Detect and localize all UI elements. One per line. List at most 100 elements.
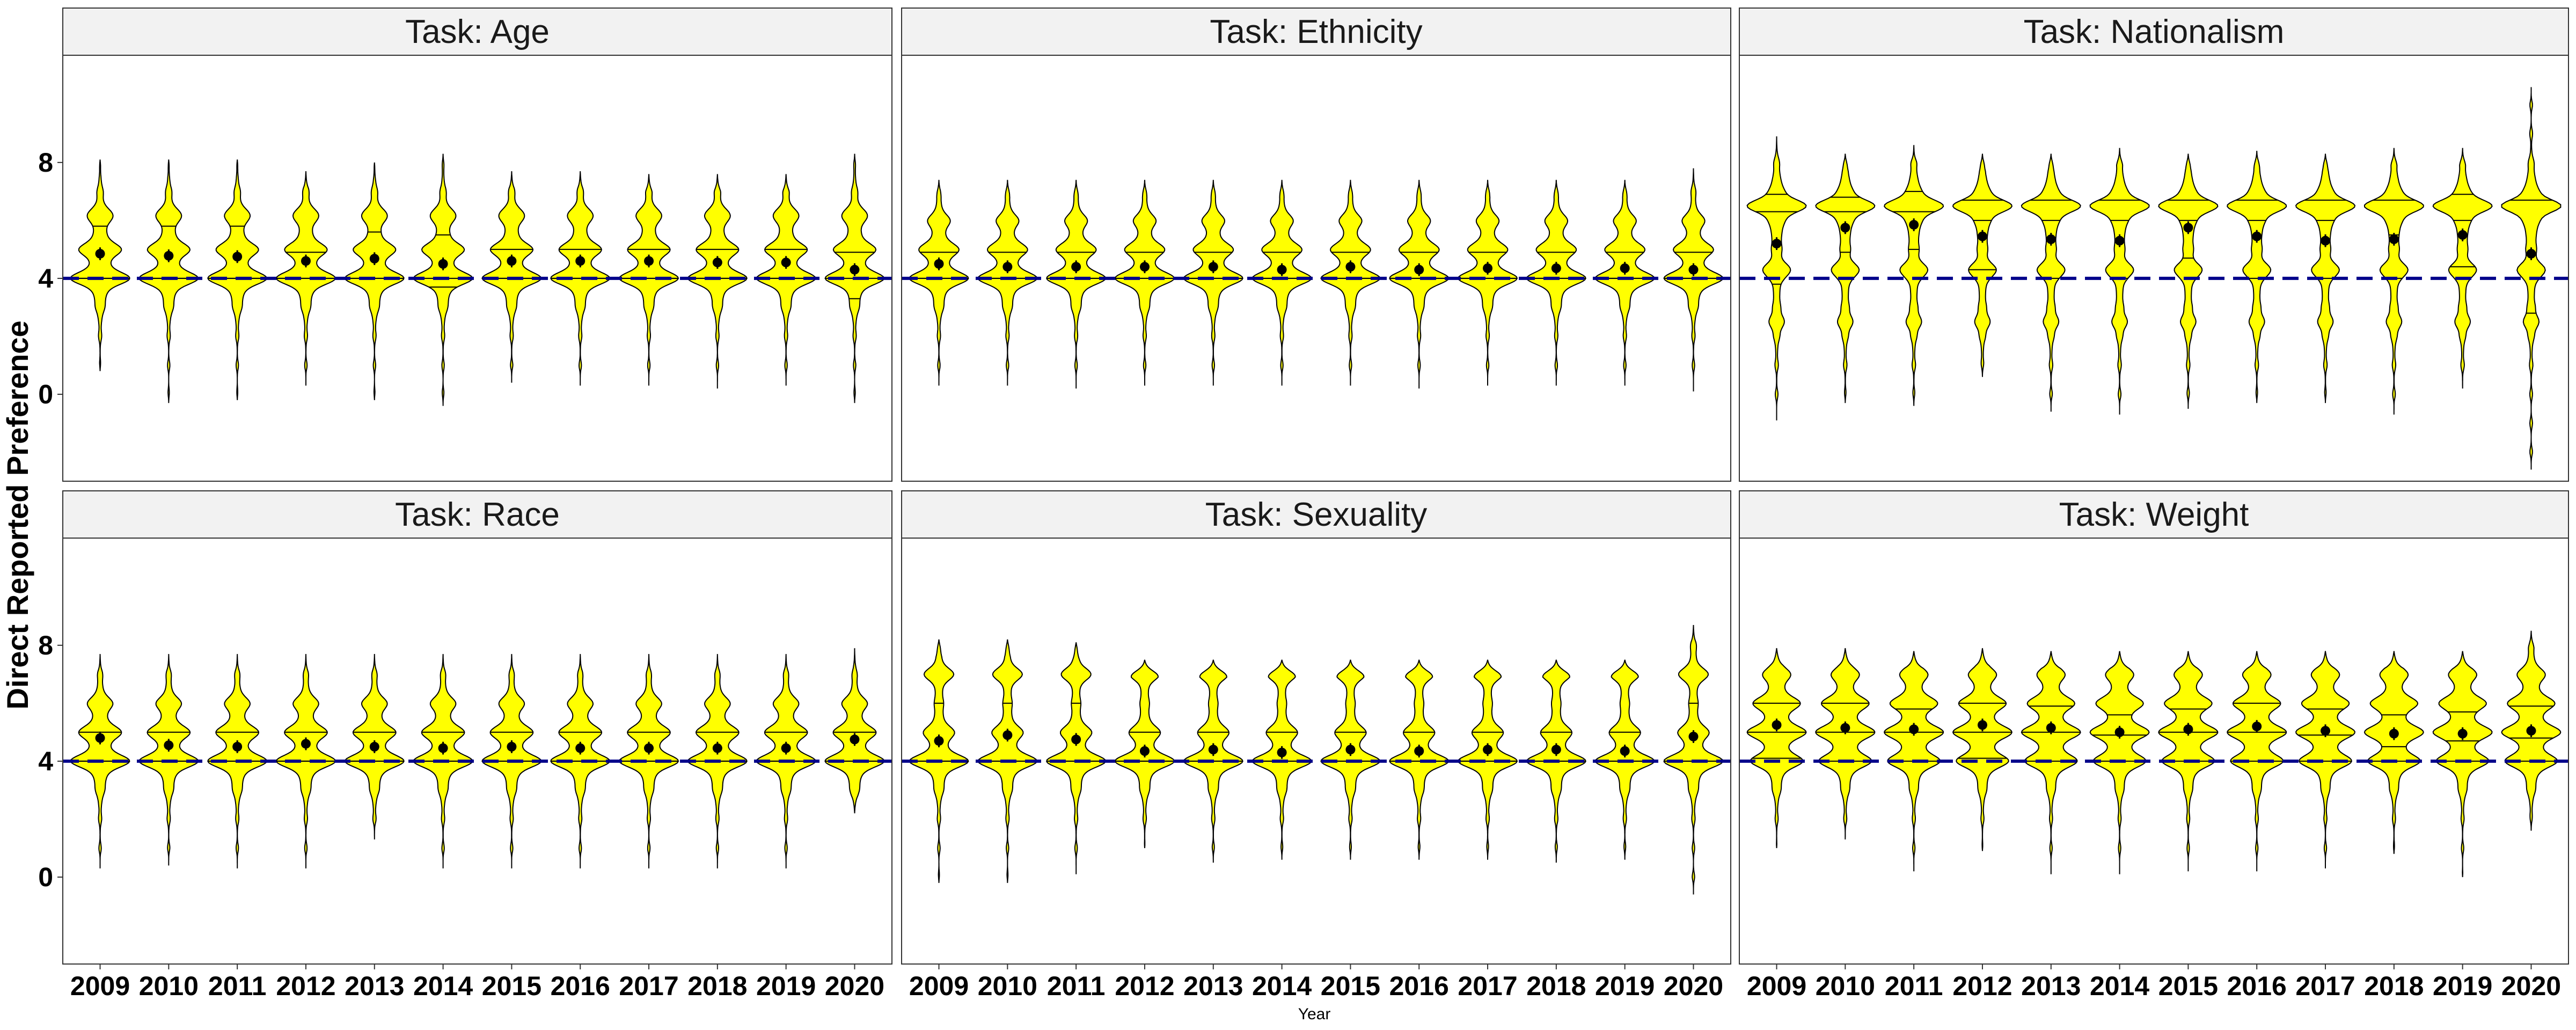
panel-background <box>63 538 892 964</box>
violin-body <box>1815 648 1876 840</box>
violin-2012 <box>275 654 336 869</box>
panel-2: Task: Nationalism <box>1739 8 2569 482</box>
x-tick-label: 2017 <box>2295 971 2355 1001</box>
y-axes-layer: 0 4 8 0 4 8 <box>38 148 63 892</box>
mean-point <box>644 743 654 753</box>
violin-2019 <box>2432 148 2493 389</box>
mean-point <box>1840 723 1850 733</box>
x-tick-label: 2009 <box>70 971 130 1001</box>
mean-point <box>712 258 722 268</box>
y-tick-label: 8 <box>38 148 53 178</box>
mean-point <box>934 259 944 269</box>
violin-2017 <box>619 654 679 869</box>
mean-point <box>2046 234 2056 244</box>
violin-body <box>1594 180 1655 386</box>
violin-2017 <box>2295 153 2356 403</box>
mean-point <box>95 733 105 743</box>
violin-body <box>1389 659 1450 860</box>
y-axis-title: Direct Reported Preference <box>1 320 34 709</box>
x-tick-label: 2020 <box>2501 971 2561 1001</box>
panel-title: Task: Ethnicity <box>1210 13 1422 50</box>
panels-layer: Task: Age Task: Ethnicity Task: Nationalis… <box>62 8 2569 965</box>
panel-strip <box>901 490 1731 539</box>
violin-body <box>824 648 885 814</box>
mean-point <box>2183 724 2193 734</box>
panel-strip <box>1739 490 2569 539</box>
mean-point <box>369 254 379 264</box>
mean-point <box>301 256 311 266</box>
x-tick-label: 2010 <box>139 971 199 1001</box>
violin-2018 <box>2363 148 2424 415</box>
mean-point <box>1620 263 1630 273</box>
mean-point <box>575 743 586 753</box>
panel-border <box>901 55 1731 482</box>
panel-title: Task: Age <box>405 13 550 50</box>
violin-body <box>2089 148 2150 415</box>
mean-point <box>2252 722 2262 732</box>
violin-2013 <box>2021 153 2081 412</box>
violin-body <box>138 159 199 403</box>
x-tick-label: 2015 <box>2158 971 2218 1001</box>
x-tick-label: 2009 <box>909 971 969 1001</box>
mean-point <box>1002 262 1013 272</box>
mean-point <box>850 734 860 745</box>
x-tick-label: 2010 <box>1816 971 1875 1001</box>
x-tick-label: 2013 <box>1183 971 1243 1001</box>
mean-point <box>1551 263 1561 273</box>
mean-point <box>1208 262 1218 272</box>
violin-body <box>1320 180 1381 386</box>
mean-point <box>934 736 944 746</box>
mean-point <box>507 256 517 266</box>
mean-point <box>1977 720 1987 730</box>
panel-background <box>902 538 1731 964</box>
panel-strip <box>62 8 892 56</box>
y-tick-label: 0 <box>38 379 53 409</box>
violin-2009 <box>1746 648 1807 848</box>
x-tick-label: 2016 <box>551 971 610 1001</box>
mean-point <box>1414 264 1424 275</box>
violin-body <box>977 180 1038 386</box>
mean-point <box>712 743 722 753</box>
mean-point <box>1840 223 1850 233</box>
mean-point <box>1002 730 1013 740</box>
violin-body <box>1458 180 1518 386</box>
violin-body <box>1252 180 1312 386</box>
panel-5: Task: Weight <box>1739 490 2569 965</box>
mean-point <box>1688 264 1699 275</box>
mean-point <box>781 743 791 753</box>
x-axis-title: Year <box>1298 1005 1331 1023</box>
violin-body <box>344 162 405 400</box>
x-tick-label: 2014 <box>2090 971 2149 1001</box>
mean-point <box>164 251 174 261</box>
mean-point <box>164 740 174 751</box>
mean-point <box>95 248 105 259</box>
x-tick-label: 2013 <box>345 971 404 1001</box>
panel-title: Task: Nationalism <box>2024 13 2285 50</box>
mean-point <box>1688 731 1699 741</box>
mean-point <box>232 741 243 752</box>
x-tick-label: 2018 <box>2364 971 2424 1001</box>
x-tick-label: 2011 <box>1885 971 1943 1001</box>
violin-body <box>1046 180 1107 389</box>
mean-point <box>2252 231 2262 241</box>
violin-2012 <box>1952 153 2012 377</box>
panel-title: Task: Race <box>395 496 560 533</box>
panel-0: Task: Age <box>62 8 892 482</box>
panel-background <box>63 55 892 481</box>
x-tick-label: 2019 <box>1595 971 1655 1001</box>
x-tick-label: 2009 <box>1747 971 1806 1001</box>
panel-title: Task: Weight <box>2059 496 2249 533</box>
mean-point <box>2046 723 2056 733</box>
mean-point <box>1909 219 1919 230</box>
violin-2020 <box>2501 630 2562 831</box>
mean-point <box>2389 234 2399 244</box>
x-tick-label: 2013 <box>2021 971 2081 1001</box>
violin-2012 <box>1952 648 2012 851</box>
mean-point <box>2321 726 2331 736</box>
panel-4: Task: Sexuality <box>901 490 1731 965</box>
mean-point <box>1071 262 1081 272</box>
violin-body <box>2432 148 2493 389</box>
x-tick-label: 2020 <box>825 971 884 1001</box>
violin-body <box>1457 659 1518 860</box>
